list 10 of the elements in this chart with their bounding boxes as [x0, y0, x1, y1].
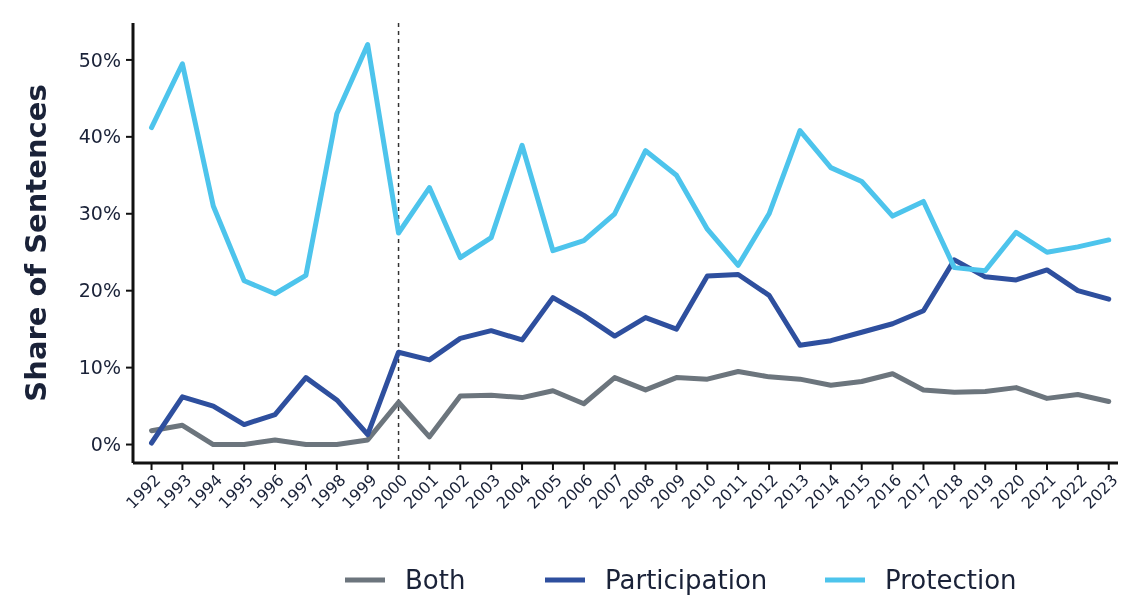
y-tick-label: 50%: [78, 48, 121, 71]
y-tick-label: 20%: [78, 279, 121, 302]
legend-label: Both: [405, 565, 466, 596]
y-tick-label: 30%: [78, 202, 121, 225]
legend-label: Protection: [885, 565, 1017, 596]
y-tick-label: 0%: [90, 433, 121, 456]
y-axis-title: Share of Sentences: [19, 84, 53, 402]
legend-label: Participation: [605, 565, 768, 596]
y-tick-label: 40%: [78, 125, 121, 148]
y-tick-label: 10%: [78, 356, 121, 379]
